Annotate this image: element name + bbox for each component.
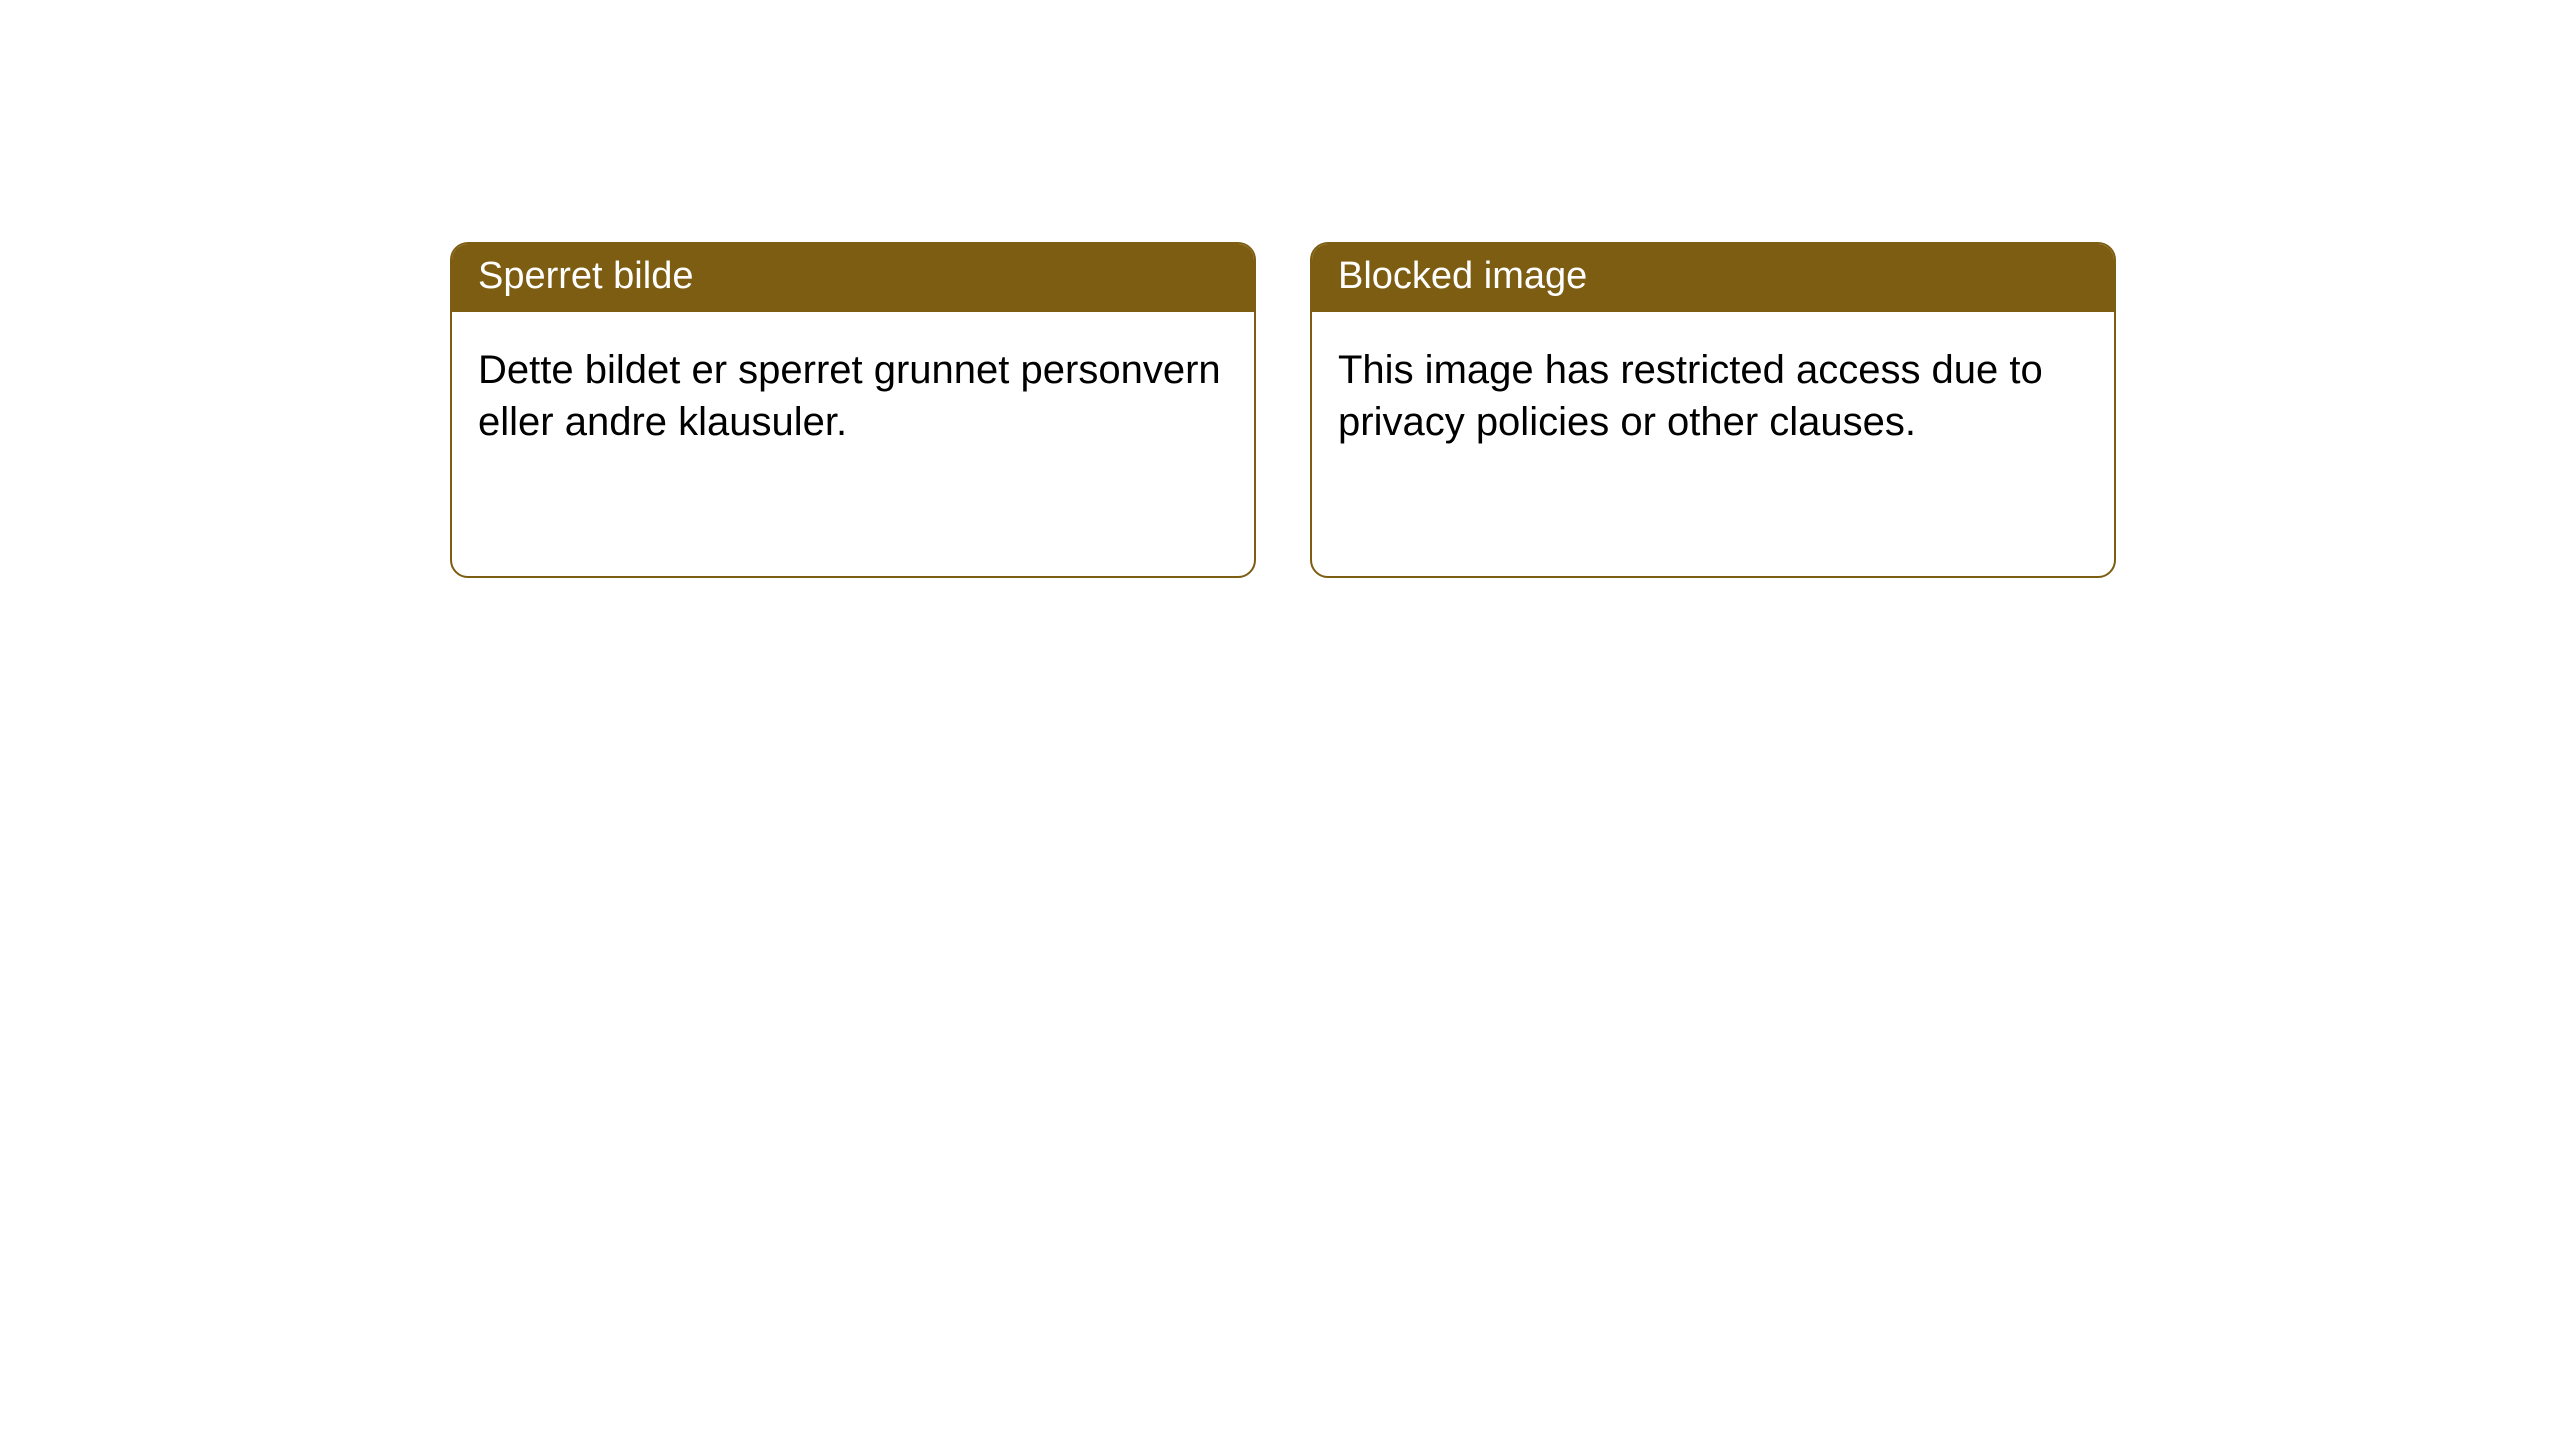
notice-body-english: This image has restricted access due to … [1312,312,2114,480]
notice-card-english: Blocked image This image has restricted … [1310,242,2116,578]
notice-title-english: Blocked image [1312,244,2114,312]
notice-card-norwegian: Sperret bilde Dette bildet er sperret gr… [450,242,1256,578]
notice-title-norwegian: Sperret bilde [452,244,1254,312]
notice-container: Sperret bilde Dette bildet er sperret gr… [0,0,2560,578]
notice-body-norwegian: Dette bildet er sperret grunnet personve… [452,312,1254,480]
